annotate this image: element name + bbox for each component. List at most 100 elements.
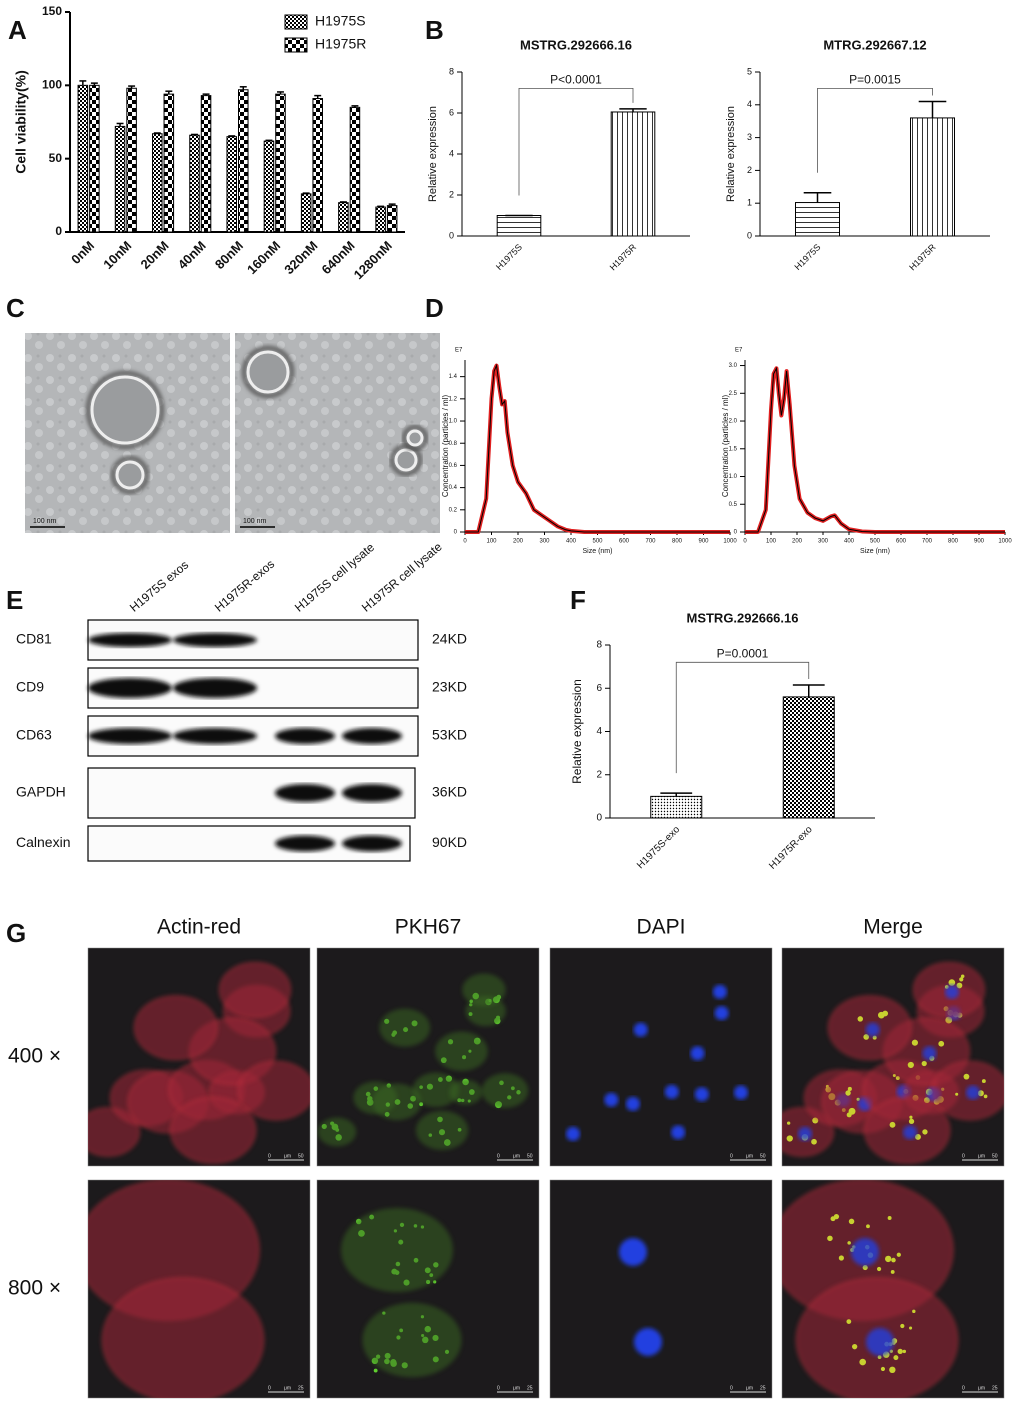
line xyxy=(465,363,730,533)
y-tick-label: 1.0 xyxy=(449,419,458,425)
x-tick-label: H1975S xyxy=(793,242,823,272)
vesicle-halo xyxy=(242,346,294,398)
pkh67-dot xyxy=(960,974,965,979)
blot-band xyxy=(342,784,402,802)
scale-start: 0 xyxy=(730,1385,733,1391)
scale-end: 25 xyxy=(760,1385,766,1391)
cells xyxy=(88,1180,265,1398)
p-value: P=0.0015 xyxy=(849,73,901,87)
blot-strip xyxy=(87,825,411,862)
nucleus xyxy=(619,1238,647,1266)
pkh67-dot xyxy=(981,1079,986,1083)
scale-unit: μm xyxy=(513,1385,520,1391)
panel-label: D xyxy=(425,293,444,323)
bar xyxy=(114,125,126,233)
bar xyxy=(338,202,349,233)
pkh67-dot xyxy=(887,1216,892,1220)
pkh67-dot xyxy=(922,1129,928,1135)
x-tick-label: 160nM xyxy=(244,238,283,277)
bar xyxy=(152,133,163,233)
pkh67-dot xyxy=(856,1097,860,1101)
y-tick-label: 0.6 xyxy=(449,463,458,469)
y-tick-label: 2.5 xyxy=(729,391,738,397)
nucleus xyxy=(922,1046,937,1061)
legend-swatch xyxy=(284,14,308,30)
cells xyxy=(782,1180,959,1398)
chart-title: MSTRG.292666.16 xyxy=(686,610,798,625)
column-label: Merge xyxy=(863,916,923,939)
legend-swatch xyxy=(284,37,308,53)
protein-label: Calnexin xyxy=(16,834,70,850)
pkh67-dot xyxy=(921,1060,927,1067)
panel-label: B xyxy=(425,15,444,45)
y-tick-label: 2 xyxy=(596,769,602,780)
pkh67-dot xyxy=(890,1270,895,1274)
pkh67-dot xyxy=(847,1086,852,1092)
pkh67-dot xyxy=(892,1074,896,1078)
scale-start: 0 xyxy=(268,1153,271,1159)
x-tick-label: 0 xyxy=(743,539,747,545)
blot-band xyxy=(173,633,257,647)
pkh67-dot xyxy=(830,1216,836,1222)
x-tick-label: 900 xyxy=(698,539,709,545)
x-tick-label: 300 xyxy=(539,539,550,545)
y-tick-label: 0.8 xyxy=(449,441,458,447)
y-axis-label: Relative expression xyxy=(427,106,439,202)
x-tick-label: 1000 xyxy=(723,539,737,545)
pkh67-dot xyxy=(859,1358,866,1366)
nucleus xyxy=(604,1092,619,1107)
protein-label: GAPDH xyxy=(16,784,66,800)
scale-end: 50 xyxy=(992,1153,998,1159)
pkh67-dot xyxy=(938,1040,945,1047)
scale-bar-label: 100 nm xyxy=(33,518,57,525)
x-tick-label: 200 xyxy=(792,539,803,545)
row-label: 400 × xyxy=(8,1045,61,1068)
x-tick-label: 20nM xyxy=(138,238,172,272)
scale-start: 0 xyxy=(730,1153,733,1159)
pkh67-dot xyxy=(884,1255,892,1263)
pkh67-dot xyxy=(908,1118,915,1124)
y-tick-label: 0 xyxy=(734,530,738,536)
pkh67-dot xyxy=(845,1090,851,1096)
x-tick-label: H1975R xyxy=(608,242,639,273)
bar xyxy=(275,93,286,233)
vesicle xyxy=(90,375,160,445)
nucleus xyxy=(903,1125,918,1140)
cells xyxy=(88,961,310,1164)
scale-unit: μm xyxy=(284,1153,291,1159)
blot-band xyxy=(275,784,335,802)
significance-bracket xyxy=(817,88,933,173)
y-tick-label: 4 xyxy=(449,148,454,158)
y-axis-label: Relative expression xyxy=(570,679,584,784)
pkh67-cell xyxy=(362,1302,462,1378)
panel-label: F xyxy=(570,585,586,615)
scale-unit: μm xyxy=(978,1385,985,1391)
bar xyxy=(795,202,840,237)
size-label: 53KD xyxy=(432,727,467,743)
bar xyxy=(126,87,137,233)
bar xyxy=(300,193,312,233)
bar xyxy=(610,111,656,237)
sample-label: H1975R-exos xyxy=(212,557,277,615)
line xyxy=(745,366,1005,533)
pkh67-dot xyxy=(838,1255,844,1261)
bar xyxy=(386,205,398,233)
nucleus xyxy=(866,1328,894,1356)
x-tick-label: 800 xyxy=(948,539,959,545)
scale-end: 25 xyxy=(527,1385,533,1391)
pkh67-dot xyxy=(889,1366,896,1374)
y-tick-label: 3 xyxy=(747,132,752,142)
panel-label: C xyxy=(6,293,25,323)
x-tick-label: 300 xyxy=(818,539,829,545)
pkh67-dot xyxy=(902,1349,907,1354)
micrograph xyxy=(781,947,1005,1167)
column-label: DAPI xyxy=(636,916,685,939)
size-label: 23KD xyxy=(432,679,467,695)
nucleus xyxy=(694,1087,709,1102)
x-tick-label: H1975S-exo xyxy=(635,824,682,871)
y-tick-label: 0 xyxy=(596,813,602,824)
x-tick-label: 0nM xyxy=(68,238,97,267)
y-tick-label: 5 xyxy=(747,66,752,76)
pkh67-dot xyxy=(847,1241,851,1245)
